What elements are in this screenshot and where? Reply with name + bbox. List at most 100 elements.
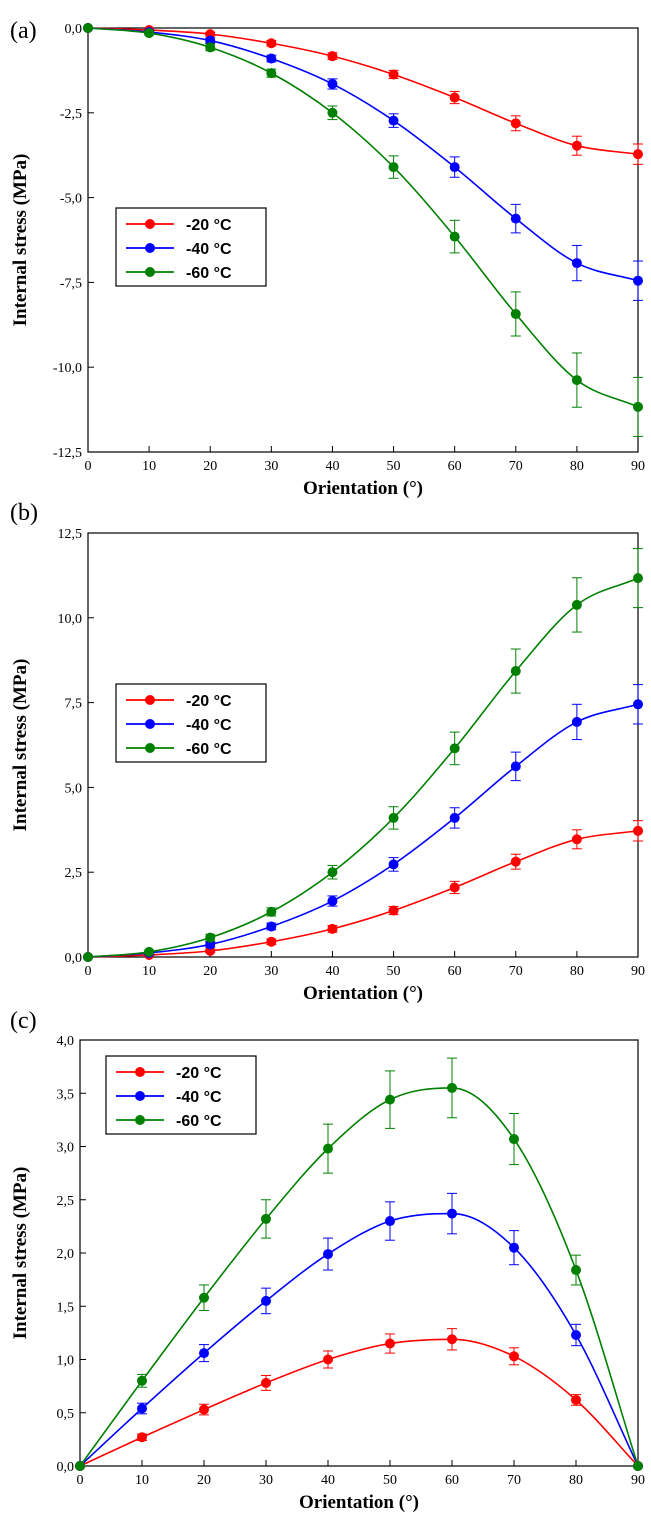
legend-label: -60 °C — [176, 1113, 222, 1130]
data-point — [389, 162, 399, 172]
x-axis-title: Orientation (°) — [299, 1492, 419, 1513]
legend-swatch-marker — [135, 1067, 145, 1077]
data-point — [266, 907, 276, 917]
data-point — [75, 1461, 85, 1471]
data-point — [327, 51, 337, 61]
data-point — [389, 116, 399, 126]
data-point — [199, 1293, 209, 1303]
x-tick-label: 70 — [507, 1473, 521, 1488]
legend-label: -40 °C — [176, 1089, 222, 1106]
panel-label: (b) — [10, 500, 38, 526]
y-tick-label: 4,0 — [57, 1034, 75, 1049]
data-point — [572, 258, 582, 268]
data-point — [323, 1144, 333, 1154]
y-axis-title: Internal stress (MPa) — [10, 1167, 31, 1340]
y-tick-label: 1,5 — [57, 1300, 75, 1315]
y-axis-title: Internal stress (MPa) — [10, 154, 31, 327]
x-tick-label: 80 — [570, 459, 584, 474]
data-point — [385, 1216, 395, 1226]
chart-panel-0: (a) 0 10 20 30 40 50 60 70 80 90 0,0 -2,5 -5,0 -7,5 -10… — [10, 18, 645, 499]
data-point — [389, 813, 399, 823]
data-point — [447, 1334, 457, 1344]
data-point — [205, 42, 215, 52]
data-point — [450, 813, 460, 823]
data-point — [450, 882, 460, 892]
series-line — [80, 1339, 638, 1466]
legend-label: -60 °C — [186, 265, 232, 282]
x-tick-label: 40 — [321, 1473, 335, 1488]
x-tick-label: 70 — [509, 964, 523, 979]
y-tick-label: 12,5 — [58, 527, 83, 542]
y-tick-label: 10,0 — [58, 612, 83, 627]
data-point — [385, 1095, 395, 1105]
data-point — [511, 214, 521, 224]
y-tick-label: 2,0 — [57, 1247, 75, 1262]
data-point — [261, 1214, 271, 1224]
data-point — [323, 1249, 333, 1259]
series-0 — [83, 821, 643, 962]
x-tick-label: 90 — [631, 964, 645, 979]
data-point — [633, 573, 643, 583]
x-tick-label: 50 — [387, 964, 401, 979]
x-tick-label: 40 — [325, 964, 339, 979]
data-point — [571, 1265, 581, 1275]
data-point — [144, 28, 154, 38]
x-tick-label: 70 — [509, 459, 523, 474]
y-tick-label: 0,0 — [57, 1460, 75, 1475]
data-point — [327, 79, 337, 89]
data-point — [633, 699, 643, 709]
y-tick-label: -7,5 — [60, 276, 82, 291]
data-point — [137, 1376, 147, 1386]
x-axis-title: Orientation (°) — [303, 983, 423, 1004]
data-point — [509, 1351, 519, 1361]
data-point — [389, 906, 399, 916]
legend: -20 °C -40 °C -60 °C — [116, 684, 266, 762]
y-tick-label: 2,5 — [57, 1194, 75, 1209]
series-line — [80, 1088, 638, 1466]
x-tick-label: 80 — [569, 1473, 583, 1488]
data-point — [572, 834, 582, 844]
panel-label: (c) — [10, 1008, 37, 1034]
legend-label: -60 °C — [186, 741, 232, 758]
data-point — [389, 859, 399, 869]
series-line — [88, 578, 638, 957]
data-point — [511, 309, 521, 319]
data-point — [633, 149, 643, 159]
y-tick-label: 2,5 — [65, 866, 83, 881]
legend: -20 °C -40 °C -60 °C — [106, 1056, 256, 1134]
legend-swatch-marker — [145, 743, 155, 753]
data-point — [511, 857, 521, 867]
data-point — [261, 1296, 271, 1306]
y-tick-label: -2,5 — [60, 107, 82, 122]
data-point — [572, 600, 582, 610]
x-tick-label: 80 — [570, 964, 584, 979]
x-tick-label: 90 — [631, 459, 645, 474]
data-point — [261, 1378, 271, 1388]
y-tick-label: 0,0 — [65, 22, 83, 37]
x-axis-title: Orientation (°) — [303, 478, 423, 499]
data-point — [323, 1355, 333, 1365]
x-tick-label: 30 — [264, 459, 278, 474]
data-point — [633, 402, 643, 412]
series-line — [88, 28, 638, 154]
x-tick-label: 40 — [325, 459, 339, 474]
x-tick-label: 20 — [203, 964, 217, 979]
x-tick-label: 0 — [85, 964, 92, 979]
data-point — [511, 118, 521, 128]
data-point — [137, 1403, 147, 1413]
data-point — [450, 162, 460, 172]
x-tick-label: 60 — [445, 1473, 459, 1488]
series-0 — [83, 23, 643, 164]
data-point — [572, 375, 582, 385]
x-tick-label: 90 — [631, 1473, 645, 1488]
y-tick-label: 3,5 — [57, 1087, 75, 1102]
legend-label: -20 °C — [186, 693, 232, 710]
x-tick-label: 50 — [383, 1473, 397, 1488]
legend-swatch-marker — [135, 1115, 145, 1125]
y-axis-title: Internal stress (MPa) — [10, 659, 31, 832]
y-tick-label: 7,5 — [65, 697, 83, 712]
series-line — [88, 831, 638, 957]
x-tick-label: 60 — [448, 459, 462, 474]
data-point — [572, 141, 582, 151]
